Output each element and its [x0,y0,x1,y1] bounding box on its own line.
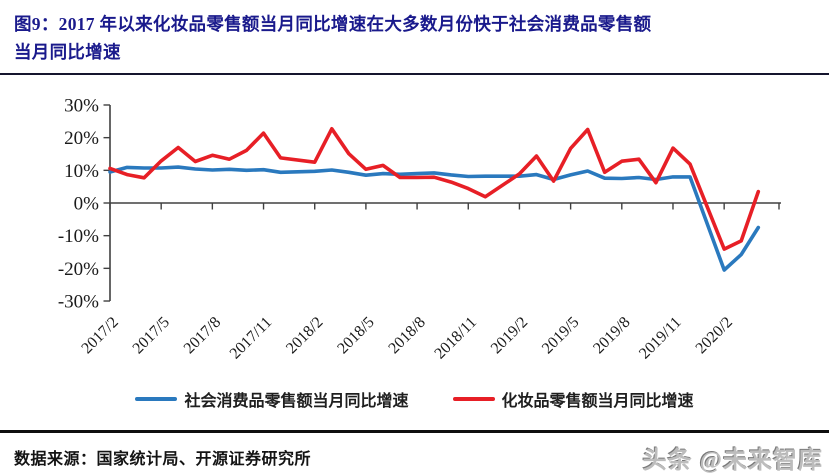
legend-item-cosmetics: 化妆品零售额当月同比增速 [452,387,694,411]
watermark-text: 头条 @未来智库 [642,448,823,474]
chart-legend: 社会消费品零售额当月同比增速 化妆品零售额当月同比增速 [0,387,829,411]
y-tick-label: 0% [74,194,100,215]
x-tick-label: 2020/2 [693,314,736,357]
x-tick-label: 2017/11 [227,314,276,363]
data-source-note: 数据来源：国家统计局、开源证券研究所 [14,451,312,468]
x-tick-label: 2017/8 [181,314,224,357]
x-tick-label: 2018/8 [385,314,428,357]
x-tick-label: 2017/2 [78,314,121,357]
y-tick-label: 30% [64,95,99,116]
title-divider-rule [0,73,829,75]
x-tick-label: 2019/5 [539,314,582,357]
x-tick-label: 2018/11 [431,314,480,363]
y-tick-label: 20% [64,128,99,149]
y-tick-label: 10% [64,161,99,182]
x-tick-label: 2018/5 [334,314,377,357]
cosmetics-growth-line [108,127,761,251]
x-tick-label: 2017/5 [130,314,173,357]
retail-growth-line [108,165,761,272]
y-tick-label: -10% [58,226,99,247]
y-tick-label: -30% [58,292,99,313]
x-tick-label: 2019/11 [636,314,685,363]
footer-divider-rule [0,430,829,433]
figure-title-line2: 当月同比增速 [14,42,121,62]
x-tick-label: 2018/2 [283,314,326,357]
cosmetics-line-swatch-icon [452,397,495,401]
figure-title-line1: 图9：2017 年以来化妆品零售额当月同比增速在大多数月份快于社会消费品零售额 [14,14,652,34]
y-tick-label: -20% [58,259,99,280]
legend-item-retail: 社会消费品零售额当月同比增速 [135,387,409,411]
figure-title: 图9：2017 年以来化妆品零售额当月同比增速在大多数月份快于社会消费品零售额 … [14,10,820,66]
legend-label-cosmetics: 化妆品零售额当月同比增速 [501,393,694,410]
retail-line-swatch-icon [135,397,178,401]
legend-label-retail: 社会消费品零售额当月同比增速 [184,393,409,410]
x-tick-label: 2019/2 [488,314,531,357]
line-chart: 30%20%10%0%-10%-20%-30%2017/2 2017/5 2017/… [58,95,781,363]
x-tick-label: 2019/8 [590,314,633,357]
